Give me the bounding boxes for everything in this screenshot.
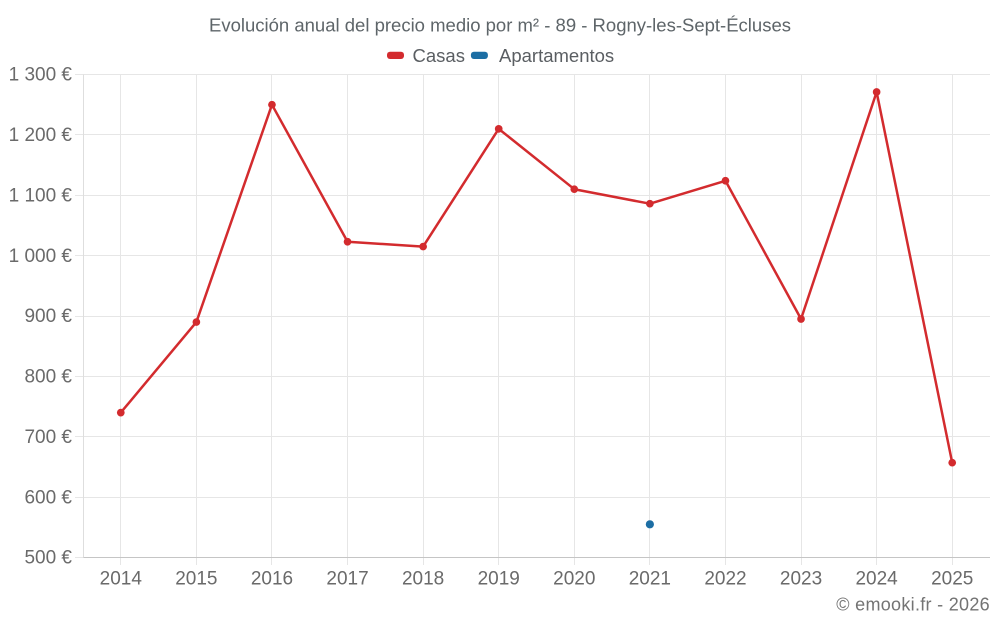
svg-text:Apartamentos: Apartamentos [499,45,614,66]
svg-text:2022: 2022 [704,569,746,590]
svg-text:2016: 2016 [251,569,293,590]
svg-text:2020: 2020 [553,569,595,590]
svg-text:Casas: Casas [413,45,465,66]
svg-text:500 €: 500 € [24,548,72,569]
svg-text:2014: 2014 [100,569,143,590]
svg-text:1 000 €: 1 000 € [9,246,73,267]
svg-text:Evolución anual del precio med: Evolución anual del precio medio por m² … [209,15,791,36]
svg-text:2023: 2023 [780,569,822,590]
svg-text:1 100 €: 1 100 € [9,185,73,206]
svg-text:© emooki.fr - 2026: © emooki.fr - 2026 [836,595,990,615]
svg-text:2017: 2017 [326,569,368,590]
svg-text:700 €: 700 € [24,427,72,448]
svg-text:2024: 2024 [855,569,898,590]
svg-text:2025: 2025 [931,569,973,590]
svg-text:2021: 2021 [629,569,671,590]
svg-text:1 200 €: 1 200 € [9,125,73,146]
svg-text:2015: 2015 [175,569,217,590]
svg-text:900 €: 900 € [24,306,72,327]
svg-text:800 €: 800 € [24,367,72,388]
svg-text:2019: 2019 [478,569,520,590]
svg-text:600 €: 600 € [24,487,72,508]
svg-text:2018: 2018 [402,569,444,590]
svg-text:1 300 €: 1 300 € [9,65,73,86]
